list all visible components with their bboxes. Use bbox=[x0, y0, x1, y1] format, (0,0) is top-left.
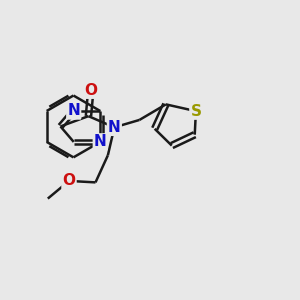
Text: N: N bbox=[94, 134, 106, 149]
Text: N: N bbox=[108, 120, 121, 135]
Text: N: N bbox=[67, 103, 80, 118]
Text: O: O bbox=[84, 83, 97, 98]
Text: O: O bbox=[62, 173, 76, 188]
Text: S: S bbox=[190, 103, 201, 118]
